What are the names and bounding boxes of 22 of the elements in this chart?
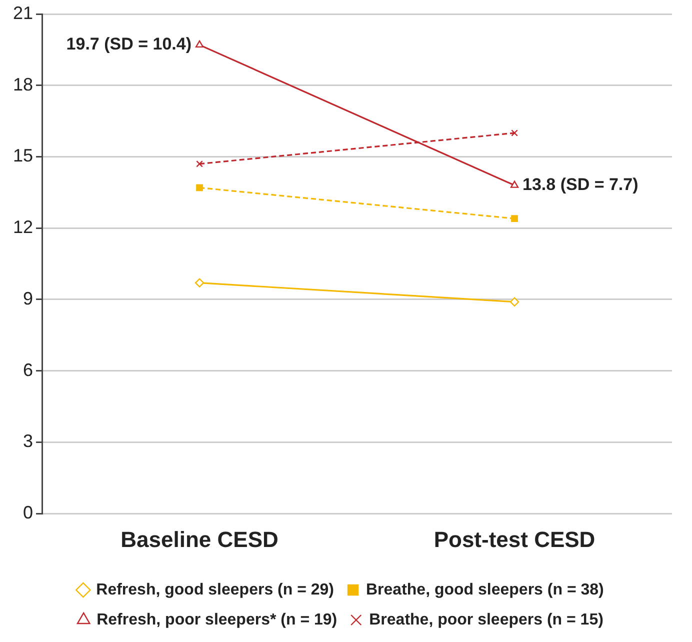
- y-tick-label: 9: [23, 288, 34, 308]
- annotation: 13.8 (SD = 7.7): [522, 174, 638, 194]
- point: [196, 160, 203, 168]
- y-tick-label: 6: [23, 360, 34, 380]
- legend-label: Breathe, poor sleepers (n = 15): [369, 611, 604, 628]
- y-tick-label: 15: [12, 146, 34, 166]
- y-tick-label: 0: [23, 502, 34, 523]
- y-tick-label: 12: [12, 217, 34, 238]
- x-tick-label: Post-test CESD: [434, 526, 596, 552]
- y-tick-label: 3: [23, 431, 34, 452]
- legend-label: Refresh, good sleepers (n = 29): [96, 581, 334, 598]
- legend-label: Refresh, poor sleepers* (n = 19): [96, 611, 338, 628]
- point: [194, 278, 204, 288]
- point: [511, 215, 518, 222]
- annotation: 19.7 (SD = 10.4): [66, 34, 192, 54]
- point: [196, 184, 203, 192]
- x-tick-label: Baseline CESD: [120, 526, 278, 552]
- point: [511, 130, 518, 136]
- legend-label: Breathe, good sleepers (n = 38): [366, 581, 604, 598]
- y-tick-label: 21: [12, 2, 34, 23]
- y-tick-label: 18: [12, 74, 34, 94]
- point: [510, 297, 520, 306]
